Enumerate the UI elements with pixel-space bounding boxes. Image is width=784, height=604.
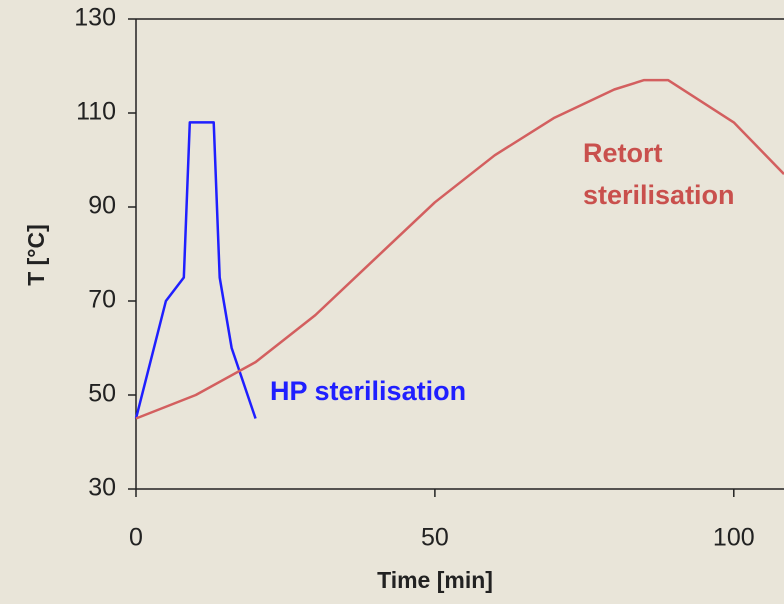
y-tick-label: 70	[88, 286, 116, 314]
x-tick-label: 0	[129, 524, 143, 552]
y-tick-label: 30	[88, 474, 116, 502]
y-tick-label: 90	[88, 192, 116, 220]
annotation: sterilisation	[583, 180, 735, 210]
y-tick-label: 50	[88, 380, 116, 408]
y-tick-label: 130	[74, 4, 116, 32]
series-line	[135, 78, 784, 420]
x-axis-title: Time [min]	[377, 567, 493, 593]
annotation: HP sterilisation	[270, 376, 466, 406]
series-line	[134, 121, 257, 419]
x-tick-label: 100	[713, 524, 755, 552]
y-axis-title: T [°C]	[23, 224, 49, 286]
x-tick-label: 50	[421, 524, 449, 552]
y-tick-label: 110	[76, 98, 116, 126]
annotation: Retort	[583, 138, 663, 168]
